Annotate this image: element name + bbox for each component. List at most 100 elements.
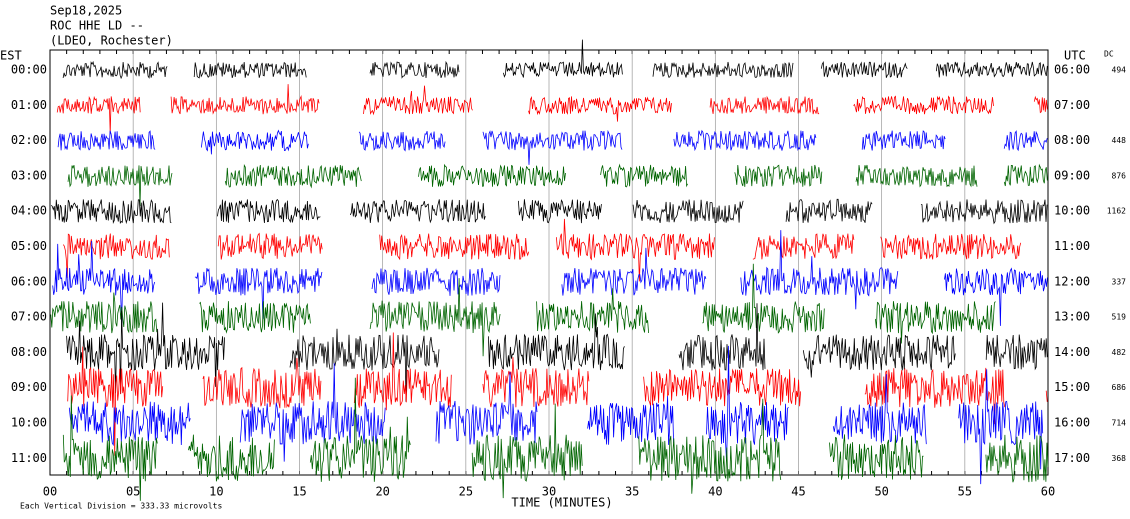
seismic-trace xyxy=(752,233,855,260)
seismic-trace xyxy=(217,232,323,260)
seismic-trace xyxy=(50,292,158,334)
left-axis-title: EST xyxy=(0,49,22,63)
seismic-trace xyxy=(600,163,688,188)
seismic-trace xyxy=(944,267,1048,326)
seismic-trace xyxy=(1003,163,1048,187)
seismic-trace xyxy=(638,398,782,494)
est-label: 06:00 xyxy=(11,274,47,288)
seismic-trace xyxy=(482,357,590,408)
seismic-trace xyxy=(202,357,322,409)
seismic-trace xyxy=(920,199,1048,225)
seismic-trace xyxy=(518,199,602,224)
seismic-trace xyxy=(861,130,946,151)
seismic-trace xyxy=(709,95,820,115)
seismic-trace xyxy=(935,61,1048,78)
seismic-trace xyxy=(734,164,823,187)
seismic-trace xyxy=(864,367,1006,425)
seismic-trace xyxy=(702,263,825,334)
seismic-trace xyxy=(802,334,956,378)
seismic-trace xyxy=(1045,390,1048,402)
x-tick-label: 45 xyxy=(791,485,805,499)
est-label: 07:00 xyxy=(11,310,47,324)
est-label: 10:00 xyxy=(11,416,47,430)
est-label: 02:00 xyxy=(11,133,47,147)
seismic-trace xyxy=(820,60,908,78)
seismic-trace xyxy=(435,371,538,445)
x-tick-label: 15 xyxy=(292,485,306,499)
seismic-trace xyxy=(536,288,649,334)
seismic-trace xyxy=(369,60,460,79)
seismic-trace xyxy=(62,233,170,279)
seismic-trace xyxy=(170,84,320,115)
seismic-trace xyxy=(67,164,173,207)
dc-value: 448 xyxy=(1112,136,1127,145)
x-tick-label: 25 xyxy=(459,485,473,499)
traces xyxy=(50,39,1049,501)
seismic-trace xyxy=(678,303,766,371)
seismic-trace xyxy=(201,129,309,155)
seismic-trace xyxy=(880,233,1022,260)
seismic-trace xyxy=(503,39,623,78)
utc-label: 12:00 xyxy=(1054,274,1090,288)
dc-value: 714 xyxy=(1112,419,1127,428)
seismic-trace xyxy=(587,396,674,445)
dc-value: 368 xyxy=(1112,454,1127,463)
seismic-trace xyxy=(1003,130,1048,152)
seismic-trace xyxy=(488,313,625,371)
seismic-trace xyxy=(652,61,794,79)
seismic-trace xyxy=(62,60,168,80)
x-axis-title: TIME (MINUTES) xyxy=(511,496,612,510)
utc-label: 14:00 xyxy=(1054,345,1090,359)
seismic-trace xyxy=(706,345,789,462)
title-line: ROC HHE LD -- xyxy=(50,19,144,33)
seismic-trace xyxy=(289,328,440,402)
seismic-trace xyxy=(528,96,672,122)
seismic-trace xyxy=(239,363,386,462)
est-label: 08:00 xyxy=(11,345,47,359)
utc-label: 15:00 xyxy=(1054,380,1090,394)
dc-value: 494 xyxy=(1112,66,1127,75)
seismic-trace xyxy=(224,164,362,189)
dc-title: DC xyxy=(1104,50,1114,59)
dc-value: 337 xyxy=(1112,277,1127,286)
est-label: 09:00 xyxy=(11,380,47,394)
seismic-trace xyxy=(1033,95,1048,114)
seismic-trace xyxy=(194,267,323,319)
utc-label: 10:00 xyxy=(1054,204,1090,218)
seismic-trace xyxy=(985,334,1048,371)
seismic-trace xyxy=(193,62,307,79)
seismic-trace xyxy=(199,301,311,334)
utc-label: 11:00 xyxy=(1054,239,1090,253)
seismic-trace xyxy=(369,278,501,357)
seismic-trace xyxy=(309,377,411,482)
right-axis-title: UTC xyxy=(1064,49,1086,63)
seismic-trace xyxy=(855,164,978,188)
seismic-trace xyxy=(829,434,924,480)
utc-label: 07:00 xyxy=(1054,98,1090,112)
dc-value: 482 xyxy=(1112,348,1127,357)
seismic-trace xyxy=(958,369,1044,485)
x-tick-label: 35 xyxy=(625,485,639,499)
x-tick-label: 10 xyxy=(209,485,223,499)
seismic-trace xyxy=(353,332,452,411)
seismic-trace xyxy=(51,199,172,225)
x-tick-label: 40 xyxy=(708,485,722,499)
x-tick-label: 00 xyxy=(43,485,57,499)
utc-label: 17:00 xyxy=(1054,451,1090,465)
seismic-trace xyxy=(68,401,191,447)
seismic-trace xyxy=(632,199,744,223)
seismic-trace xyxy=(217,199,321,224)
est-label: 01:00 xyxy=(11,98,47,112)
utc-label: 13:00 xyxy=(1054,310,1090,324)
seismic-trace xyxy=(418,163,566,187)
est-label: 11:00 xyxy=(11,451,47,465)
title-line: (LDEO, Rochester) xyxy=(50,34,173,48)
x-tick-label: 60 xyxy=(1041,485,1055,499)
utc-label: 09:00 xyxy=(1054,168,1090,182)
seismic-trace xyxy=(832,374,927,445)
dc-value: 686 xyxy=(1112,383,1127,392)
seismic-trace xyxy=(371,267,501,296)
seismic-trace xyxy=(379,233,530,261)
seismic-trace xyxy=(349,199,486,224)
